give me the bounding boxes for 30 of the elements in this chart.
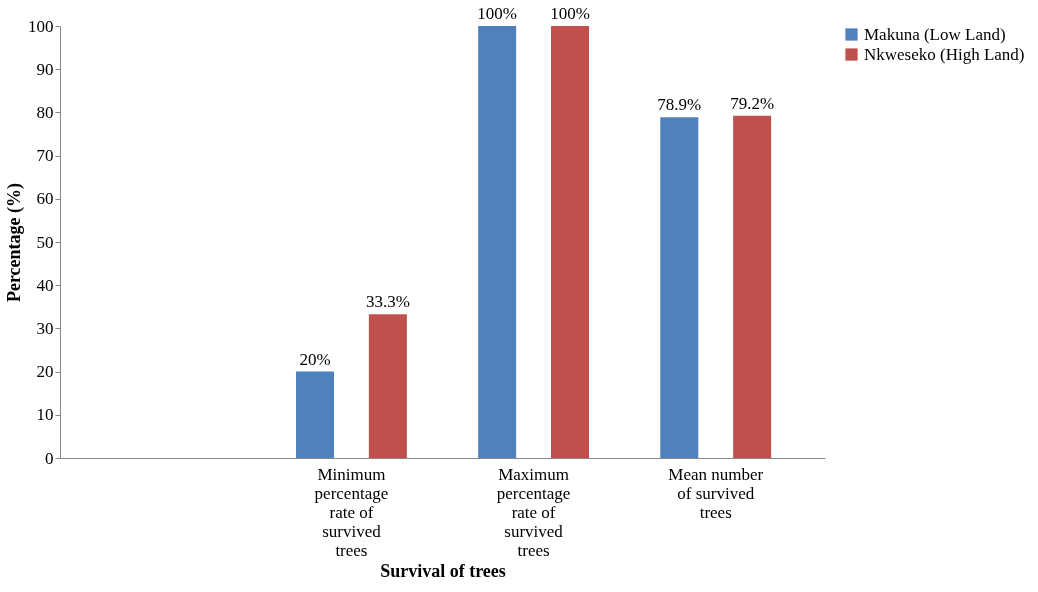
legend-label: Makuna (Low Land)	[864, 24, 1006, 44]
bar	[551, 26, 589, 458]
bar	[368, 314, 407, 458]
y-axis-title: Percentage (%)	[4, 182, 25, 303]
y-tick-label: 0	[45, 448, 54, 468]
y-tick-label: 50	[36, 232, 54, 252]
x-tick-label: Minimum percentage rate of survived trees	[314, 464, 389, 560]
x-tick-label: Mean number of survived trees	[668, 464, 764, 522]
y-tick-label: 30	[36, 318, 54, 338]
y-tick-label: 90	[36, 59, 54, 79]
y-tick-label: 70	[36, 146, 54, 166]
bar	[296, 371, 334, 458]
y-tick-label: 40	[36, 275, 54, 295]
y-tick-label: 60	[36, 189, 54, 209]
legend-label: Nkweseko (High Land)	[864, 44, 1025, 64]
y-tick-label: 10	[36, 405, 54, 425]
y-tick-label: 80	[36, 102, 54, 122]
data-label: 78.9%	[657, 95, 702, 115]
data-label: 20%	[299, 349, 331, 369]
data-label: 100%	[477, 4, 517, 23]
y-tick-label: 100	[28, 16, 54, 36]
data-label: 100%	[550, 4, 590, 23]
data-label: 33.3%	[365, 292, 410, 312]
bar	[660, 117, 699, 458]
bar	[478, 26, 517, 458]
bar	[733, 115, 772, 458]
x-axis-title: Survival of trees	[380, 560, 506, 581]
x-tick-label: Maximum percentage rate of survived trees	[496, 464, 571, 560]
y-tick-label: 20	[36, 362, 54, 382]
data-label: 79.2%	[730, 93, 775, 113]
